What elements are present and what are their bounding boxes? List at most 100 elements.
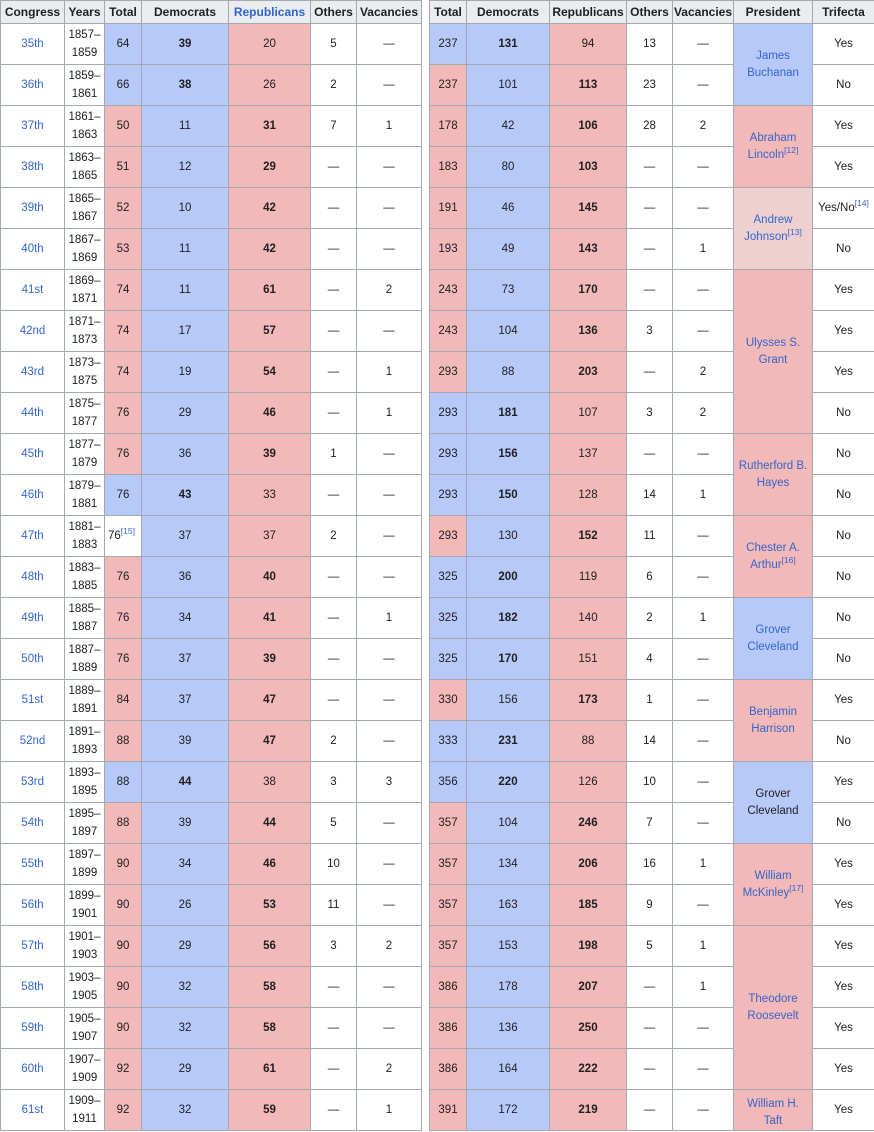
senate-others: — (310, 187, 357, 229)
senate-total: 90 (104, 1007, 142, 1049)
house-republicans: 152 (549, 515, 627, 557)
house-republicans: 103 (549, 146, 627, 188)
house-democrats: 220 (466, 761, 550, 803)
footnote-ref[interactable]: [12] (784, 144, 799, 155)
house-total: 178 (429, 105, 467, 147)
house-others: — (626, 187, 673, 229)
congress-link[interactable]: 38th (0, 146, 65, 188)
congress-link[interactable]: 35th (0, 23, 65, 65)
years-cell: 1867– 1869 (64, 228, 105, 270)
congress-link[interactable]: 46th (0, 474, 65, 516)
congress-link[interactable]: 57th (0, 925, 65, 967)
col-senate-republicans[interactable]: Republicans (228, 0, 311, 24)
congress-link[interactable]: 50th (0, 638, 65, 680)
congress-link[interactable]: 52nd (0, 720, 65, 762)
years-end: 1897 (71, 826, 98, 838)
col-house-others: Others (626, 0, 673, 24)
house-democrats: 49 (466, 228, 550, 270)
years-cell: 1873– 1875 (64, 351, 105, 393)
congress-link[interactable]: 45th (0, 433, 65, 475)
house-democrats: 136 (466, 1007, 550, 1049)
senate-others: — (310, 146, 357, 188)
house-republicans: 198 (549, 925, 627, 967)
congress-link[interactable]: 61st (0, 1089, 65, 1131)
congress-link[interactable]: 58th (0, 966, 65, 1008)
footnote-ref[interactable]: [13] (787, 226, 802, 237)
congress-link[interactable]: 40th (0, 228, 65, 270)
house-others: — (626, 146, 673, 188)
house-democrats: 170 (466, 638, 550, 680)
senate-total: 74 (104, 310, 142, 352)
congress-link[interactable]: 44th (0, 392, 65, 434)
years-cell: 1899– 1901 (64, 884, 105, 926)
president-link[interactable]: Andrew Johnson[13] (744, 214, 802, 243)
congress-link[interactable]: 41st (0, 269, 65, 311)
house-vacancies: — (672, 679, 734, 721)
column-gap (421, 843, 430, 885)
senate-total: 76 (104, 474, 142, 516)
congress-link[interactable]: 56th (0, 884, 65, 926)
house-total: 386 (429, 1048, 467, 1090)
footnote-ref[interactable]: [16] (781, 554, 796, 565)
congress-link[interactable]: 53rd (0, 761, 65, 803)
senate-others: 2 (310, 64, 357, 106)
president-link[interactable]: Rutherford B. Hayes (739, 460, 807, 489)
years-end: 1911 (72, 1113, 97, 1125)
president-link[interactable]: Grover Cleveland (747, 624, 798, 653)
president-link[interactable]: Abraham Lincoln[12] (748, 132, 799, 161)
house-total: 357 (429, 802, 467, 844)
congress-link[interactable]: 39th (0, 187, 65, 229)
house-vacancies: 2 (672, 392, 734, 434)
congress-link[interactable]: 60th (0, 1048, 65, 1090)
trifecta-cell: No (812, 597, 874, 639)
footnote-ref[interactable]: [14] (854, 198, 869, 209)
table-row: 47th 1881– 1883 76[15] 37 37 2—293 130 152 11— Che… (0, 515, 874, 598)
column-gap (421, 761, 430, 803)
president-link[interactable]: William McKinley[17] (743, 870, 804, 899)
president-name-first: William (754, 869, 792, 882)
footnote-ref[interactable]: [15] (120, 526, 135, 537)
senate-democrats: 17 (141, 310, 229, 352)
trifecta-value: No (836, 653, 851, 665)
column-gap (421, 966, 430, 1008)
congress-link[interactable]: 42nd (0, 310, 65, 352)
congress-link[interactable]: 54th (0, 802, 65, 844)
congress-link[interactable]: 59th (0, 1007, 65, 1049)
senate-others: 7 (310, 105, 357, 147)
president-link[interactable]: William H. Taft (747, 1098, 799, 1127)
congress-link[interactable]: 47th (0, 515, 65, 557)
senate-democrats: 38 (141, 64, 229, 106)
trifecta-value: Yes (834, 1104, 853, 1116)
senate-others: — (310, 1007, 357, 1049)
years-start: 1893– (68, 767, 101, 779)
president-link[interactable]: James Buchanan (747, 50, 799, 79)
president-link[interactable]: Theodore Roosevelt (747, 993, 798, 1022)
president-cell: Rutherford B. Hayes (733, 433, 813, 516)
house-vacancies: 2 (672, 351, 734, 393)
congress-link[interactable]: 51st (0, 679, 65, 721)
president-link[interactable]: Benjamin Harrison (749, 706, 797, 735)
trifecta-value: No (836, 612, 851, 624)
house-vacancies: — (672, 556, 734, 598)
congress-link[interactable]: 36th (0, 64, 65, 106)
years-start: 1873– (68, 357, 101, 369)
congress-link[interactable]: 37th (0, 105, 65, 147)
house-vacancies: 1 (672, 474, 734, 516)
house-republicans: 113 (549, 64, 627, 106)
congress-link[interactable]: 49th (0, 597, 65, 639)
house-total: 237 (429, 64, 467, 106)
president-link[interactable]: Chester A. Arthur[16] (746, 542, 800, 571)
column-gap (421, 64, 430, 106)
president-name-last: Arthur (750, 558, 782, 571)
table-row: 56th 1899– 1901 90 26 53 11—357 163 185 9— Yes (0, 884, 874, 926)
trifecta-value: Yes (834, 1022, 853, 1034)
president-name-last: Cleveland (747, 804, 799, 817)
congress-link[interactable]: 43rd (0, 351, 65, 393)
senate-vacancies: — (356, 1007, 422, 1049)
footnote-ref[interactable]: [17] (789, 882, 804, 893)
president-link[interactable]: Ulysses S. Grant (746, 337, 800, 366)
congress-link[interactable]: 48th (0, 556, 65, 598)
senate-republicans: 57 (228, 310, 311, 352)
congress-link[interactable]: 55th (0, 843, 65, 885)
col-years: Years (64, 0, 105, 24)
